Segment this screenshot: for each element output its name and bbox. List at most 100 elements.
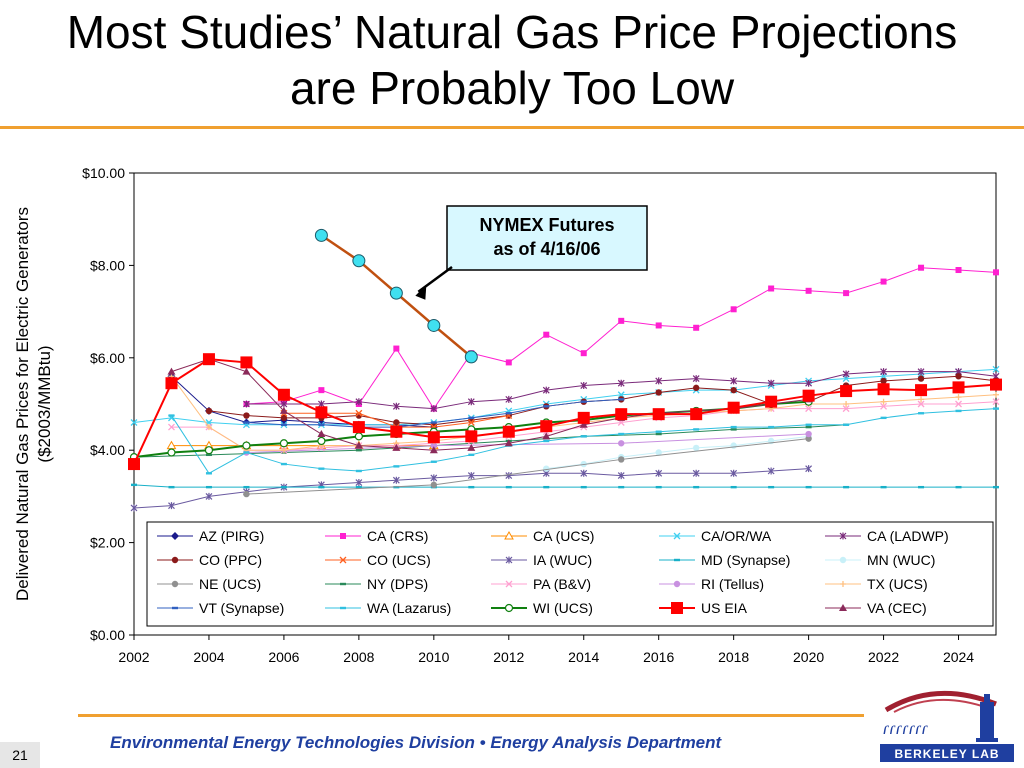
x-tick-label: 2004 bbox=[193, 649, 224, 665]
title-line-1: Most Studies’ Natural Gas Price Projecti… bbox=[66, 6, 958, 58]
data-point bbox=[990, 378, 1002, 391]
legend-marker bbox=[671, 602, 683, 614]
data-point bbox=[205, 485, 212, 489]
data-point bbox=[205, 424, 212, 431]
legend-entry: CA (UCS) bbox=[491, 528, 594, 544]
data-point bbox=[843, 290, 850, 297]
data-point bbox=[655, 485, 662, 489]
legend-label: TX (UCS) bbox=[867, 576, 928, 592]
data-point bbox=[128, 458, 140, 471]
data-point bbox=[918, 396, 925, 403]
data-point bbox=[280, 462, 287, 466]
data-point bbox=[802, 389, 815, 402]
legend-entry: CA (CRS) bbox=[325, 528, 428, 544]
legend-label: CA (LADWP) bbox=[867, 528, 949, 544]
legend-marker bbox=[339, 556, 347, 564]
data-point bbox=[279, 406, 288, 414]
series-nymex-futures bbox=[314, 228, 478, 364]
legend-entry: CA/OR/WA bbox=[659, 528, 772, 544]
data-point bbox=[730, 386, 737, 394]
legend-marker bbox=[505, 556, 513, 564]
data-point bbox=[618, 317, 625, 324]
data-point bbox=[242, 441, 251, 450]
data-point bbox=[505, 472, 513, 480]
series-line bbox=[246, 433, 809, 454]
logo-text: BERKELEY LAB bbox=[894, 747, 999, 761]
data-point bbox=[843, 485, 850, 489]
legend-entry: CO (UCS) bbox=[325, 552, 431, 568]
data-point bbox=[768, 285, 775, 292]
y-tick-label: $10.00 bbox=[82, 165, 125, 181]
data-point bbox=[693, 324, 700, 331]
data-point bbox=[618, 485, 625, 489]
legend-label: RI (Tellus) bbox=[701, 576, 764, 592]
data-point bbox=[355, 479, 363, 487]
data-point bbox=[464, 350, 478, 364]
data-point bbox=[993, 391, 999, 398]
data-point bbox=[430, 405, 438, 413]
data-point bbox=[392, 443, 401, 451]
data-point bbox=[504, 439, 513, 447]
data-point bbox=[317, 430, 326, 438]
legend-label: MN (WUC) bbox=[867, 552, 935, 568]
data-point bbox=[843, 423, 850, 426]
data-point bbox=[580, 485, 587, 489]
y-tick-label: $6.00 bbox=[90, 350, 125, 366]
series-va-cec- bbox=[167, 355, 813, 454]
data-point bbox=[543, 465, 550, 472]
annotation-line-2: as of 4/16/06 bbox=[493, 239, 600, 259]
legend-label: VA (CEC) bbox=[867, 600, 927, 616]
x-tick-label: 2008 bbox=[343, 649, 374, 665]
data-point bbox=[730, 469, 738, 477]
data-point bbox=[618, 456, 625, 463]
data-point bbox=[617, 391, 625, 399]
legend-label: NE (UCS) bbox=[199, 576, 261, 592]
legend-marker bbox=[840, 581, 846, 587]
data-point bbox=[165, 377, 178, 390]
data-point bbox=[280, 414, 288, 422]
data-point bbox=[505, 359, 512, 366]
data-point bbox=[542, 432, 551, 440]
data-point bbox=[655, 430, 662, 433]
data-point bbox=[355, 398, 363, 406]
data-point bbox=[393, 419, 400, 426]
data-point bbox=[655, 469, 663, 477]
data-point bbox=[880, 398, 887, 405]
legend-marker bbox=[504, 530, 514, 540]
data-point bbox=[505, 412, 512, 415]
data-point bbox=[430, 474, 438, 482]
svg-text:ɾɾɾɾɾɾɾ: ɾɾɾɾɾɾɾ bbox=[882, 718, 928, 738]
data-point bbox=[840, 385, 853, 398]
data-point bbox=[355, 449, 362, 452]
data-point bbox=[427, 318, 441, 332]
data-point bbox=[318, 387, 325, 394]
data-point bbox=[580, 400, 587, 403]
legend-entry: NE (UCS) bbox=[157, 576, 261, 592]
legend-label: IA (WUC) bbox=[533, 552, 592, 568]
legend-marker bbox=[505, 580, 513, 588]
annotation-arrowhead bbox=[415, 284, 427, 300]
data-point bbox=[131, 483, 137, 487]
data-point bbox=[540, 420, 553, 433]
data-point bbox=[765, 395, 778, 408]
price-chart: $0.00 $2.00 $4.00 $6.00 $8.00 $10.00 2002 2004 2… bbox=[13, 165, 1002, 665]
x-tick-label: 2006 bbox=[268, 649, 299, 665]
data-point bbox=[542, 386, 550, 394]
data-point bbox=[880, 377, 887, 385]
data-point bbox=[805, 435, 812, 442]
data-point bbox=[467, 443, 476, 451]
data-point bbox=[767, 467, 775, 475]
data-point bbox=[392, 402, 400, 410]
data-point bbox=[430, 421, 437, 424]
data-point bbox=[318, 485, 325, 489]
data-point bbox=[317, 436, 326, 446]
data-point bbox=[692, 469, 700, 477]
data-point bbox=[505, 395, 513, 403]
data-point bbox=[502, 425, 515, 438]
data-point bbox=[955, 485, 962, 489]
legend-marker bbox=[839, 556, 847, 564]
legend-label: CA/OR/WA bbox=[701, 528, 772, 544]
data-point bbox=[915, 384, 928, 397]
legend-label: NY (DPS) bbox=[367, 576, 428, 592]
data-point bbox=[805, 287, 812, 294]
